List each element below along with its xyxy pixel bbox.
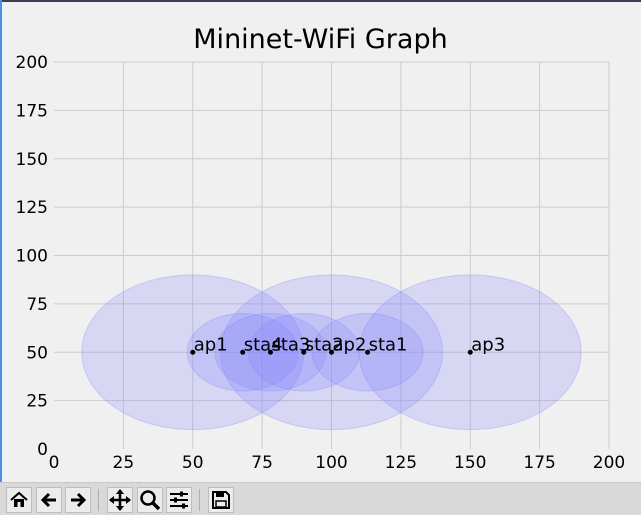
y-tick-label: 175 [16, 101, 48, 121]
toolbar-separator [98, 489, 99, 511]
configure-subplots-button[interactable] [166, 487, 192, 513]
y-tick-label: 150 [16, 150, 48, 170]
y-tick-label: 0 [37, 440, 48, 460]
node-point-sta2 [301, 349, 307, 355]
magnifier-icon [140, 490, 161, 511]
y-tick-label: 75 [26, 295, 48, 315]
arrow-left-icon [40, 492, 56, 508]
x-tick-label: 175 [523, 453, 555, 473]
chart-title: Mininet-WiFi Graph [193, 24, 448, 55]
floppy-disk-icon [212, 491, 230, 509]
y-tick-label: 25 [26, 392, 48, 412]
x-tick-label: 150 [454, 453, 486, 473]
y-tick-label: 100 [16, 247, 48, 267]
y-tick-label: 50 [26, 343, 48, 363]
x-tick-label: 0 [49, 453, 60, 473]
y-tick-label: 200 [16, 53, 48, 73]
node-point-ap3 [467, 349, 473, 355]
toolbar-separator [199, 489, 200, 511]
node-label-sta1: sta1 [369, 334, 408, 355]
x-tick-label: 50 [182, 453, 204, 473]
move-icon [109, 489, 131, 511]
home-icon [10, 491, 28, 507]
node-label-sta4: sta4 [244, 334, 283, 355]
node-label-ap1: ap1 [194, 334, 228, 355]
x-tick-label: 125 [385, 453, 417, 473]
save-button[interactable] [208, 487, 234, 513]
zoom-button[interactable] [137, 487, 163, 513]
node-label-sta2: sta2 [305, 334, 344, 355]
sliders-icon [170, 491, 188, 509]
window-left-border [0, 0, 2, 514]
node-point-sta4 [240, 349, 246, 355]
node-label-sta3: sta3 [271, 334, 310, 355]
node-point-sta1 [365, 349, 371, 355]
plot-area[interactable]: 0 25 50 75 100 125 150 175 200 0 25 50 75 100 125 150 17… [0, 0, 641, 482]
node-point-ap2 [329, 349, 334, 355]
pan-button[interactable] [107, 487, 133, 513]
window-top-border [0, 0, 641, 2]
x-tick-label: 200 [593, 453, 625, 473]
y-tick-label: 125 [16, 198, 48, 218]
back-button[interactable] [36, 487, 62, 513]
forward-button[interactable] [65, 487, 91, 513]
arrow-right-icon [71, 492, 87, 508]
node-label-ap2: ap2 [333, 334, 367, 355]
node-point-ap1 [190, 349, 196, 355]
x-tick-label: 100 [315, 453, 347, 473]
node-point-sta3 [267, 349, 273, 355]
navigation-toolbar [0, 482, 641, 515]
x-tick-label: 75 [251, 453, 273, 473]
home-button[interactable] [6, 487, 32, 513]
node-label-ap3: ap3 [471, 334, 505, 355]
x-tick-label: 25 [113, 453, 135, 473]
